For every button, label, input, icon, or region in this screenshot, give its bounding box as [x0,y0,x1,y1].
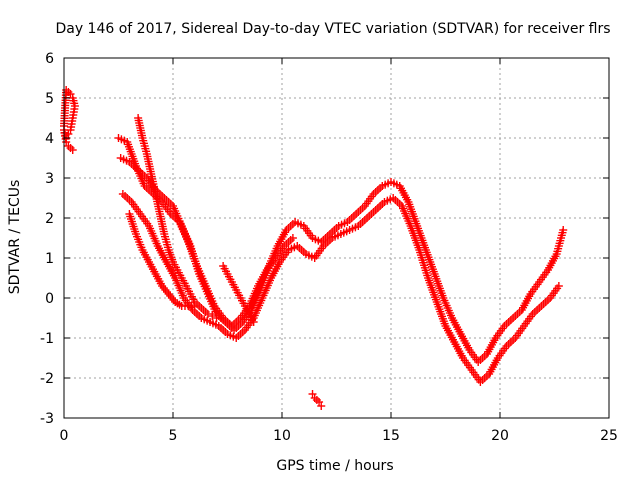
grid-lines [64,58,609,418]
data-point [203,310,212,318]
y-tick-label: 4 [45,131,54,147]
x-tick-label: 25 [600,428,618,444]
data-point [288,234,297,242]
y-tick-label: 6 [45,51,54,67]
y-tick-label: 3 [45,171,54,187]
data-point [554,282,563,290]
data-points [60,86,568,410]
x-tick-label: 10 [273,428,291,444]
data-point [317,402,326,410]
y-tick-label: 0 [45,291,54,307]
data-point [190,302,199,310]
data-point [559,226,568,234]
x-tick-label: 15 [382,428,400,444]
x-tick-label: 5 [169,428,178,444]
x-tick-label: 0 [60,428,69,444]
x-tick-label: 20 [491,428,509,444]
y-tick-label: 5 [45,91,54,107]
data-point [249,318,258,326]
axis-ticks: 0 5 10 15 20 25 -3 -2 -1 0 1 2 3 4 5 6 [40,51,618,444]
y-tick-label: 2 [45,211,54,227]
chart-title: Day 146 of 2017, Sidereal Day-to-day VTE… [55,21,610,37]
x-axis-label: GPS time / hours [276,458,393,474]
y-tick-label: -3 [40,411,54,427]
plot-frame [63,57,610,419]
y-tick-label: 1 [45,251,54,267]
data-point [216,314,225,322]
y-tick-label: -1 [40,331,54,347]
data-point [208,312,217,320]
y-tick-label: -2 [40,371,54,387]
y-axis-label: SDTVAR / TECUs [7,180,23,295]
data-point [68,146,77,154]
